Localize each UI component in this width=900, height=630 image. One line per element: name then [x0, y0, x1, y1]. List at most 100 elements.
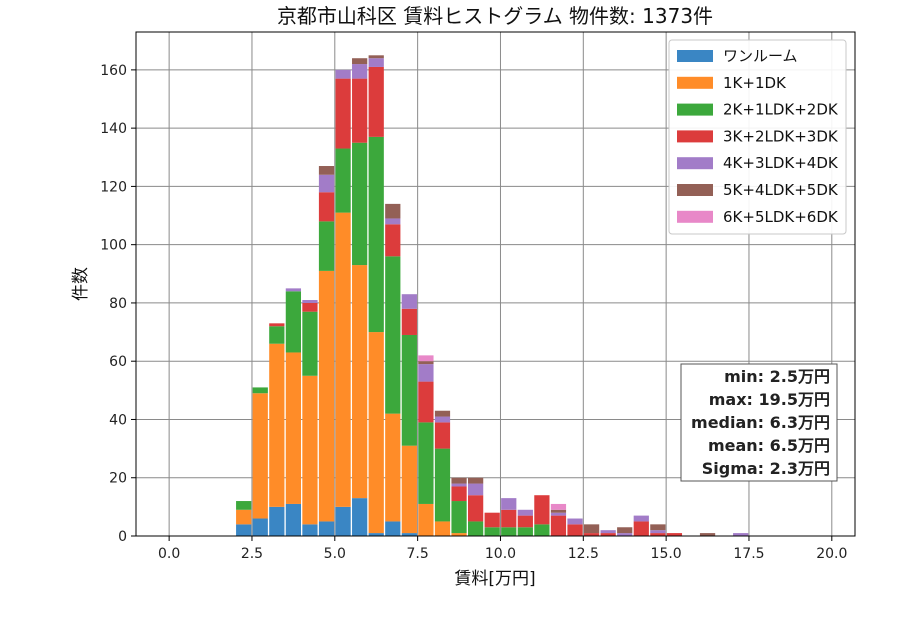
bar-segment: [733, 533, 749, 536]
bar-segment: [517, 509, 533, 516]
y-tick-label: 100: [100, 238, 127, 254]
bar-segment: [252, 387, 268, 394]
bar-segment: [451, 483, 467, 487]
bar-segment: [269, 506, 285, 536]
legend-swatch: [677, 157, 713, 170]
x-tick-label: 20.0: [816, 546, 847, 562]
bar-segment: [650, 524, 666, 531]
bar-segment: [418, 361, 434, 365]
legend-box: [668, 39, 847, 235]
bar-segment: [302, 524, 318, 536]
y-tick-label: 40: [109, 412, 127, 428]
bar-segment: [650, 533, 666, 536]
bar-segment: [418, 381, 434, 423]
bar-segment: [269, 343, 285, 507]
bar-segment: [534, 524, 550, 536]
bar-segment: [484, 512, 500, 528]
bar-segment: [501, 509, 517, 528]
bar-segment: [451, 486, 467, 502]
bar-segment: [550, 515, 567, 536]
bar-segment: [385, 413, 401, 522]
bar-segment: [517, 515, 533, 528]
bar-segment: [401, 308, 417, 335]
bar-segment: [236, 501, 252, 510]
legend: ワンルーム 1K+1DK 2K+1LDK+2DK 3K+2LDK+3DK 4K+3LDK…: [668, 39, 847, 235]
bar-segment: [418, 355, 434, 362]
legend-label: 1K+1DK: [723, 74, 787, 92]
bar-segment: [434, 521, 451, 536]
bar-segment: [269, 323, 285, 327]
stat-mean: mean: 6.5万円: [708, 436, 830, 455]
y-tick-label: 120: [100, 179, 127, 195]
y-tick-label: 160: [100, 63, 127, 79]
stat-max: max: 19.5万円: [709, 390, 830, 409]
bar-segment: [550, 503, 567, 510]
bar-segment: [451, 533, 467, 536]
bar-segment: [302, 311, 318, 376]
bar-segment: [335, 69, 351, 79]
bar-segment: [352, 265, 368, 499]
legend-label: 5K+4LDK+5DK: [723, 181, 839, 199]
bar-segment: [434, 422, 451, 449]
legend-label: 2K+1LDK+2DK: [723, 101, 839, 119]
bar-segment: [583, 533, 600, 536]
bar-segment: [467, 483, 484, 496]
bar-segment: [617, 533, 633, 536]
chart-title: 京都市山科区 賃料ヒストグラム 物件数: 1373件: [277, 4, 713, 28]
bar-segment: [385, 224, 401, 257]
bar-segment: [236, 524, 252, 536]
bar-segment: [318, 192, 335, 222]
bar-segment: [418, 422, 434, 504]
legend-label: 4K+3LDK+4DK: [723, 154, 839, 172]
bar-segment: [418, 503, 434, 536]
y-axis-label: 件数: [71, 267, 91, 301]
bar-segment: [302, 302, 318, 312]
bar-segment: [434, 448, 451, 522]
stat-min: min: 2.5万円: [724, 367, 830, 386]
bar-segment: [434, 416, 451, 423]
bar-segment: [633, 521, 649, 536]
legend-label: 6K+5LDK+6DK: [723, 208, 839, 226]
stats-box: min: 2.5万円 max: 19.5万円 median: 6.3万円 mea…: [680, 363, 838, 482]
legend-swatch: [677, 103, 713, 116]
bar-segment: [236, 509, 252, 525]
bar-segment: [368, 58, 384, 67]
bar-segment: [401, 533, 417, 536]
x-tick-label: 12.5: [568, 546, 599, 562]
legend-label: ワンルーム: [723, 47, 798, 65]
bar-segment: [534, 495, 550, 525]
bar-segment: [385, 256, 401, 414]
bar-segment: [583, 524, 600, 534]
bar-segment: [252, 518, 268, 536]
bar-segment: [368, 66, 384, 137]
bar-segment: [418, 364, 434, 382]
bar-segment: [600, 530, 616, 534]
stat-sigma: Sigma: 2.3万円: [702, 459, 830, 478]
bar-segment: [335, 506, 351, 536]
legend-swatch: [677, 184, 713, 196]
bars: [236, 55, 749, 536]
bar-segment: [318, 270, 335, 522]
bar-segment: [285, 352, 302, 504]
bar-segment: [318, 521, 335, 536]
bar-segment: [550, 509, 567, 513]
x-tick-label: 5.0: [324, 546, 346, 562]
y-tick-label: 20: [109, 471, 127, 487]
bar-segment: [401, 334, 417, 446]
bar-segment: [335, 78, 351, 149]
x-tick-label: 0.0: [158, 546, 180, 562]
bar-segment: [467, 495, 484, 522]
stat-median: median: 6.3万円: [691, 413, 830, 432]
bar-segment: [352, 64, 368, 79]
bar-segment: [252, 393, 268, 519]
legend-swatch: [677, 130, 713, 143]
bar-segment: [368, 136, 384, 333]
x-tick-label: 17.5: [733, 546, 764, 562]
bar-segment: [368, 55, 384, 59]
bar-segment: [352, 142, 368, 266]
bar-segment: [567, 524, 583, 536]
bar-segment: [467, 521, 484, 536]
x-tick-label: 2.5: [241, 546, 263, 562]
bar-segment: [318, 166, 335, 175]
